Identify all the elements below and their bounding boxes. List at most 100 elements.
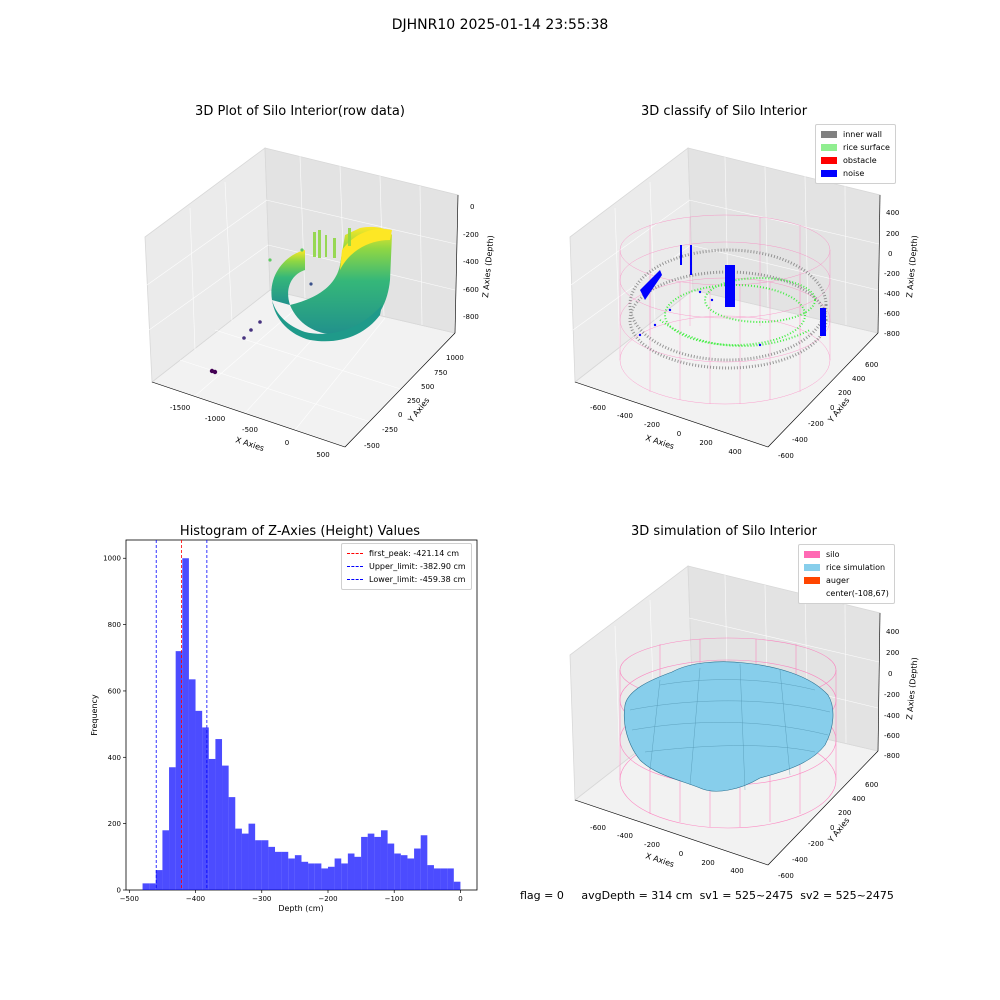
raw-x-tick: -500 (242, 426, 258, 434)
classify-3d-plot: -600 -400 -200 0 200 400 X Axies -600 -4… (569, 147, 919, 460)
histogram-y-tick-label: 800 (108, 621, 121, 629)
raw-z-tick: -600 (463, 286, 479, 294)
simulation-z-tick: 0 (888, 670, 892, 678)
histogram-bar (288, 858, 295, 890)
classify-x-label: X Axies (644, 433, 675, 451)
classify-z-tick: -600 (884, 310, 900, 318)
histogram-bar (341, 863, 348, 890)
raw-x-label: X Axies (234, 435, 265, 453)
legend-item-lower-limit: Lower_limit: -459.38 cm (347, 573, 466, 586)
classify-x-tick: 400 (728, 448, 741, 456)
classify-rice-surface (659, 277, 816, 347)
raw-x-tick: -1500 (170, 404, 190, 412)
legend-label: Upper_limit: -382.90 cm (369, 562, 466, 571)
legend-item-rice-simulation: rice simulation (804, 561, 889, 574)
histogram-bar (169, 767, 176, 890)
simulation-x-tick: 0 (679, 850, 683, 858)
classify-y-tick: -400 (792, 436, 808, 444)
avg-depth-text: avgDepth = 314 cm (581, 889, 693, 902)
histogram-x-tick-label: −400 (186, 895, 205, 903)
simulation-z-tick: -800 (884, 752, 900, 760)
raw-y-tick: 0 (398, 411, 402, 419)
classify-z-tick: 200 (886, 230, 899, 238)
histogram-bar (215, 739, 223, 890)
simulation-x-tick: -200 (644, 841, 660, 849)
histogram-bar (447, 868, 454, 890)
classify-plot-title: 3D classify of Silo Interior (640, 104, 808, 119)
raw-y-ticks: -500 -250 0 250 500 750 1000 (364, 354, 464, 450)
raw-y-tick: 500 (421, 383, 434, 391)
histogram-bar (175, 651, 183, 890)
histogram-bar (433, 868, 441, 890)
simulation-legend: silo rice simulation auger center(-108,6… (798, 544, 895, 604)
classify-z-label: Z Axies (Depth) (905, 235, 919, 298)
histogram-bar (374, 836, 381, 890)
histogram-x-tick-label: −200 (318, 895, 337, 903)
histogram-bar (228, 797, 236, 890)
simulation-z-tick: 200 (886, 649, 899, 657)
legend-label: noise (843, 169, 865, 178)
classify-z-tick: -800 (884, 330, 900, 338)
raw-z-tick: -800 (463, 313, 479, 321)
histogram-bar (414, 848, 421, 890)
legend-label: obstacle (843, 156, 877, 165)
histogram-y-tick-label: 400 (108, 754, 121, 762)
raw-y-tick: -250 (382, 426, 398, 434)
classify-z-tick: -200 (884, 270, 900, 278)
simulation-x-tick: 200 (701, 859, 714, 867)
classify-noise (638, 245, 826, 347)
simulation-plot-title: 3D simulation of Silo Interior (631, 524, 817, 539)
histogram-bar (248, 823, 256, 890)
auger-swatch (804, 577, 820, 584)
histogram-bar (347, 853, 355, 890)
raw-x-tick: 0 (285, 439, 289, 447)
legend-label: first_peak: -421.14 cm (369, 549, 460, 558)
raw-plot-title: 3D Plot of Silo Interior(row data) (195, 104, 405, 119)
histogram-bar (241, 833, 249, 890)
lower-limit-swatch (347, 579, 363, 580)
histogram-bar (453, 881, 461, 890)
classify-y-tick: 200 (838, 389, 851, 397)
raw-y-tick: 750 (434, 369, 447, 377)
classify-x-tick: -400 (617, 412, 633, 420)
classify-z-tick: 0 (888, 250, 892, 258)
raw-3d-plot: -1500 -1000 -500 0 500 X Axies -500 -250… (144, 147, 495, 459)
legend-item-inner-wall: inner wall (821, 128, 890, 141)
legend-label: auger (826, 576, 850, 585)
simulation-rice-surface (623, 661, 834, 792)
histogram-bar (440, 868, 448, 890)
simulation-z-tick: 400 (886, 628, 899, 636)
legend-label: rice simulation (826, 563, 886, 572)
histogram-bar (149, 883, 156, 890)
classify-y-tick: 0 (830, 404, 834, 412)
simulation-x-tick: -600 (590, 824, 606, 832)
raw-z-tick: -400 (463, 258, 479, 266)
legend-item-obstacle: obstacle (821, 154, 890, 167)
simulation-y-tick: -600 (778, 872, 794, 880)
histogram-bar (387, 843, 395, 890)
classify-x-tick: -200 (644, 421, 660, 429)
histogram-bar (188, 679, 196, 890)
raw-z-ticks: 0 -200 -400 -600 -800 (463, 203, 479, 321)
classify-z-tick: -400 (884, 290, 900, 298)
histogram-x-tick-label: −100 (385, 895, 404, 903)
raw-z-tick: 0 (470, 203, 474, 211)
raw-x-ticks: -1500 -1000 -500 0 500 (170, 404, 330, 459)
histogram-x-ticks: −500 −400 −300 −200 −100 0 (120, 890, 463, 903)
raw-z-tick: -200 (463, 231, 479, 239)
figure-title: DJHNR10 2025-01-14 23:55:38 (391, 17, 609, 33)
histogram-bar (367, 833, 375, 890)
legend-item-auger: auger (804, 574, 889, 587)
histogram-y-tick-label: 1000 (103, 555, 121, 563)
simulation-y-tick: 400 (852, 795, 865, 803)
histogram-bar (182, 558, 189, 890)
raw-y-tick: 250 (407, 397, 420, 405)
histogram-bar (321, 868, 328, 890)
simulation-3d-plot: -600 -400 -200 0 200 400 X Axies -600 -4… (569, 565, 919, 880)
simulation-z-label: Z Axies (Depth) (905, 657, 919, 720)
simulation-x-tick: -400 (617, 832, 633, 840)
legend-item-first-peak: first_peak: -421.14 cm (347, 547, 466, 560)
raw-point-cloud (209, 226, 392, 375)
sv2-text: sv2 = 525~2475 (800, 889, 894, 902)
